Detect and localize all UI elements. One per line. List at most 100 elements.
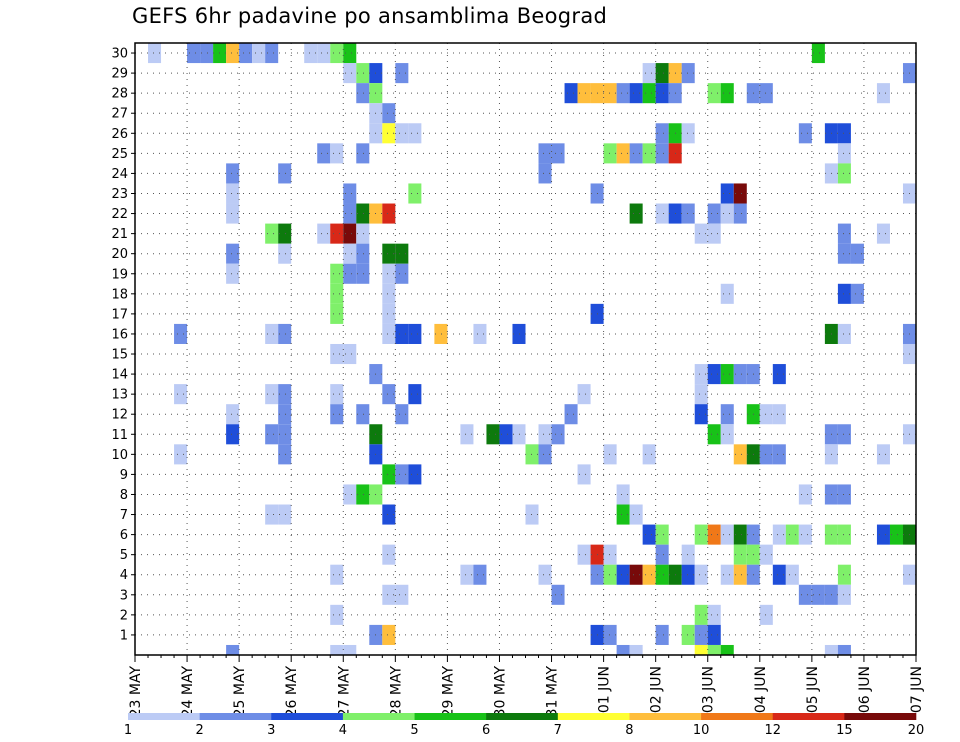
heatmap-cell (486, 424, 500, 445)
colorbar-label: 10 (693, 723, 710, 738)
heatmap-cell (681, 123, 695, 144)
heatmap-cell (278, 404, 292, 425)
y-tick-label: 16 (111, 327, 128, 342)
y-tick-label: 18 (111, 287, 128, 302)
heatmap-cell (707, 364, 721, 385)
heatmap-cell (265, 504, 279, 525)
heatmap-cell (408, 323, 422, 344)
heatmap-cell (278, 444, 292, 465)
heatmap-cell (343, 43, 357, 64)
colorbar-label: 2 (195, 723, 203, 738)
heatmap-cell (330, 404, 344, 425)
y-tick-label: 15 (111, 348, 128, 363)
heatmap-cell (226, 203, 240, 224)
heatmap-cell (460, 564, 474, 585)
heatmap-cell (759, 544, 773, 565)
y-tick-label: 29 (111, 67, 128, 82)
heatmap-cell (382, 123, 396, 144)
x-tick-label: 05 JUN (805, 666, 821, 713)
heatmap-cell (382, 103, 396, 124)
y-tick-label: 8 (120, 488, 128, 503)
heatmap-cell (629, 644, 643, 655)
colorbar-label: 5 (410, 723, 418, 738)
heatmap-cell (395, 584, 409, 605)
heatmap-cell (655, 123, 669, 144)
y-tick-label: 22 (111, 207, 128, 222)
heatmap-cell (720, 203, 734, 224)
heatmap-cell (382, 303, 396, 324)
heatmap-cell (538, 163, 552, 184)
heatmap-cell (694, 364, 708, 385)
heatmap-cell (694, 604, 708, 625)
heatmap-cell (603, 444, 617, 465)
heatmap-cell (837, 163, 851, 184)
y-tick-label: 11 (111, 428, 128, 443)
heatmap-cell (720, 283, 734, 304)
heatmap-cell (837, 424, 851, 445)
heatmap-cell (616, 143, 630, 164)
heatmap-cell (252, 43, 266, 64)
heatmap-cell (811, 584, 825, 605)
heatmap-cell (733, 364, 747, 385)
heatmap-cell (707, 203, 721, 224)
heatmap-cell (538, 444, 552, 465)
heatmap-cell (629, 504, 643, 525)
colorbar-label: 4 (339, 723, 347, 738)
heatmap-cell (681, 624, 695, 645)
y-tick-label: 3 (120, 588, 128, 603)
y-tick-label: 5 (120, 548, 128, 563)
x-tick-label: 31 MAY (545, 666, 561, 718)
heatmap-cell (707, 644, 721, 655)
heatmap-cell (681, 544, 695, 565)
heatmap-cell (512, 424, 526, 445)
heatmap-cell (330, 604, 344, 625)
x-tick-label: 01 JUN (597, 666, 613, 713)
heatmap-cell (655, 624, 669, 645)
heatmap-cell (772, 404, 786, 425)
heatmap-cell (850, 243, 864, 264)
heatmap-cell (343, 243, 357, 264)
heatmap-cell (226, 163, 240, 184)
x-tick-label: 02 JUN (649, 666, 665, 713)
heatmap-cell (707, 624, 721, 645)
heatmap-cell (356, 83, 370, 104)
heatmap-cell (876, 83, 890, 104)
heatmap-cell (525, 504, 539, 525)
heatmap-cell (174, 323, 188, 344)
heatmap-cell (382, 584, 396, 605)
heatmap-cell (395, 63, 409, 84)
heatmap-cell (226, 404, 240, 425)
heatmap-cell (226, 424, 240, 445)
heatmap-cell (655, 63, 669, 84)
heatmap-cell (681, 63, 695, 84)
heatmap-cell (382, 283, 396, 304)
heatmap-cell (382, 384, 396, 405)
heatmap-cell (382, 243, 396, 264)
heatmap-cell (720, 424, 734, 445)
heatmap-cell (772, 564, 786, 585)
heatmap-cell (642, 63, 656, 84)
heatmap-cell (798, 123, 812, 144)
heatmap-cell (473, 323, 487, 344)
heatmap-cell (811, 43, 825, 64)
heatmap-cell (239, 43, 253, 64)
heatmap-cell (330, 283, 344, 304)
heatmap-cell (343, 183, 357, 204)
colorbar-segment (342, 713, 415, 720)
heatmap-cell (707, 223, 721, 244)
heatmap-cell (629, 203, 643, 224)
heatmap-cell (655, 143, 669, 164)
heatmap-cell (733, 183, 747, 204)
heatmap-cell (707, 424, 721, 445)
heatmap-cell (616, 484, 630, 505)
heatmap-cell (343, 343, 357, 365)
heatmap-cell (356, 203, 370, 224)
heatmap-cell (629, 143, 643, 164)
heatmap-cell (837, 243, 851, 264)
heatmap-cell (382, 203, 396, 224)
heatmap-cell (642, 143, 656, 164)
x-tick-label: 28 MAY (388, 666, 404, 718)
colorbar-label: 7 (554, 723, 562, 738)
heatmap-cell (837, 584, 851, 605)
heatmap-cell (382, 464, 396, 485)
